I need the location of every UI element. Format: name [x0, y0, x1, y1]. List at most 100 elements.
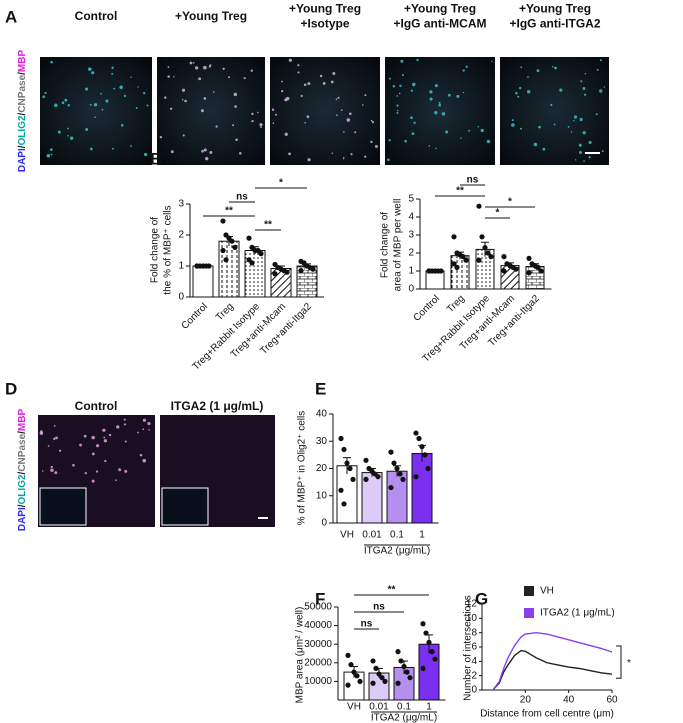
speckle — [173, 76, 175, 78]
speckle — [542, 147, 546, 151]
data-point — [488, 254, 494, 260]
inset — [161, 487, 209, 526]
y-tick-label: 1 — [178, 261, 184, 272]
speckle — [307, 158, 311, 162]
speckle — [511, 123, 515, 127]
column-title: +Young Treg — [175, 9, 247, 23]
data-point — [416, 435, 422, 442]
stain-label: DAPI/OLIG2/CNPase/MBP — [17, 409, 28, 532]
speckle — [538, 125, 541, 129]
y-tick-label: 2 — [178, 230, 184, 241]
data-point — [394, 465, 400, 472]
speckle — [53, 437, 56, 440]
data-point — [357, 678, 363, 685]
speckle — [582, 131, 586, 135]
speckle — [387, 158, 390, 162]
speckle — [603, 86, 606, 88]
speckle — [272, 122, 275, 125]
speckle — [578, 150, 582, 154]
data-point — [501, 254, 507, 260]
speckle — [520, 127, 523, 130]
column-title: Control — [75, 9, 118, 23]
speckle — [396, 112, 399, 114]
data-point — [432, 656, 438, 662]
speckle — [215, 125, 218, 128]
significance-bracket — [616, 645, 622, 679]
speckle — [203, 148, 207, 152]
speckle — [46, 154, 51, 158]
stain-separator: / — [17, 112, 28, 115]
y-tick-label: 5 — [408, 194, 414, 205]
speckle — [137, 431, 139, 434]
speckle — [61, 101, 65, 105]
speckle — [527, 90, 531, 94]
data-point — [344, 460, 350, 466]
y-tick-label: 3 — [178, 199, 184, 210]
data-point — [223, 257, 229, 263]
data-point — [413, 474, 419, 480]
stain-part: MBP — [17, 409, 28, 432]
data-point — [347, 465, 353, 472]
data-point — [345, 682, 351, 688]
data-point — [246, 235, 252, 241]
speckle — [553, 123, 556, 126]
bar — [336, 465, 358, 524]
speckle — [297, 71, 300, 74]
speckle — [447, 93, 451, 97]
speckle — [167, 66, 170, 68]
y-tick-label: 30 — [316, 436, 328, 447]
y-tick-label: 3 — [408, 230, 414, 241]
x-tick-label: 0.1 — [397, 702, 411, 713]
speckle — [203, 65, 207, 70]
speckle — [554, 66, 557, 70]
y-axis-label: Fold change of — [150, 217, 161, 283]
speckle — [275, 113, 278, 116]
data-point — [479, 234, 485, 240]
x-tick-label: Treg — [214, 301, 236, 323]
speckle — [335, 98, 338, 100]
column-title: ITGA2 (1 μg/mL) — [171, 399, 264, 413]
speckle — [288, 152, 291, 156]
speckle — [55, 436, 58, 440]
data-point — [258, 251, 264, 257]
speckle — [42, 95, 46, 99]
speckle — [584, 72, 587, 75]
speckle — [306, 115, 310, 119]
data-point — [350, 476, 356, 482]
speckle — [39, 430, 43, 434]
y-tick-label: 20 — [316, 463, 328, 474]
speckle — [260, 126, 262, 129]
speckle — [189, 61, 193, 65]
speckle — [123, 94, 127, 97]
speckle — [209, 64, 212, 67]
speckle — [251, 112, 254, 116]
speckle — [588, 140, 592, 145]
stain-part: DAPI — [17, 148, 28, 172]
panel-letter: E — [315, 379, 326, 398]
speckle — [130, 76, 132, 78]
speckle — [429, 97, 433, 101]
y-tick-label: 20000 — [304, 657, 332, 668]
speckle — [50, 60, 53, 64]
y-tick-label: 50000 — [304, 602, 332, 613]
data-point — [379, 675, 385, 681]
speckle — [350, 153, 353, 156]
speckle — [371, 121, 375, 124]
significance-label: ns — [236, 192, 248, 203]
y-axis-label: Fold change of — [380, 212, 391, 278]
column-title: +Young Treg — [289, 2, 361, 16]
speckle — [579, 117, 583, 121]
x-tick-label: 60 — [606, 695, 618, 706]
data-point — [397, 471, 403, 477]
data-point — [426, 268, 432, 274]
speckle — [462, 69, 465, 72]
x-tick-label: 40 — [563, 695, 575, 706]
stain-separator: / — [17, 504, 28, 507]
speckle — [228, 76, 230, 79]
panel-letter: A — [5, 7, 17, 26]
speckle — [120, 123, 124, 127]
speckle — [116, 425, 120, 429]
speckle — [319, 74, 323, 78]
bar — [425, 270, 445, 290]
data-point — [476, 257, 482, 263]
